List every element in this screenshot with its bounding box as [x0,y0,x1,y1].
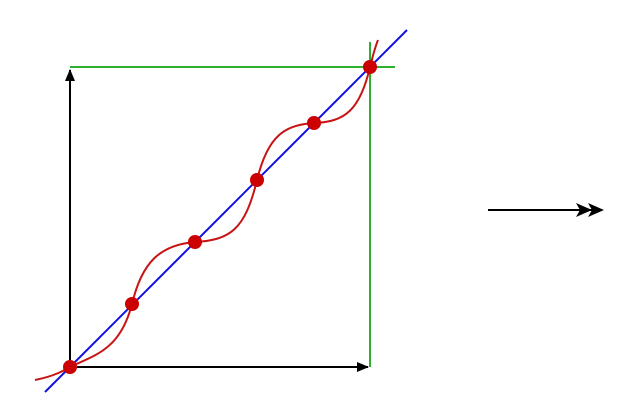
point [125,297,139,311]
arrow-head [576,203,592,217]
point [363,60,377,74]
diagonal-line [44,29,408,393]
wavy-curve [34,39,379,381]
transform-arrow [488,203,604,217]
point [307,116,321,130]
arrow-head [588,203,604,217]
intersection-points [63,60,377,374]
point [63,360,77,374]
point [250,173,264,187]
point [188,235,202,249]
